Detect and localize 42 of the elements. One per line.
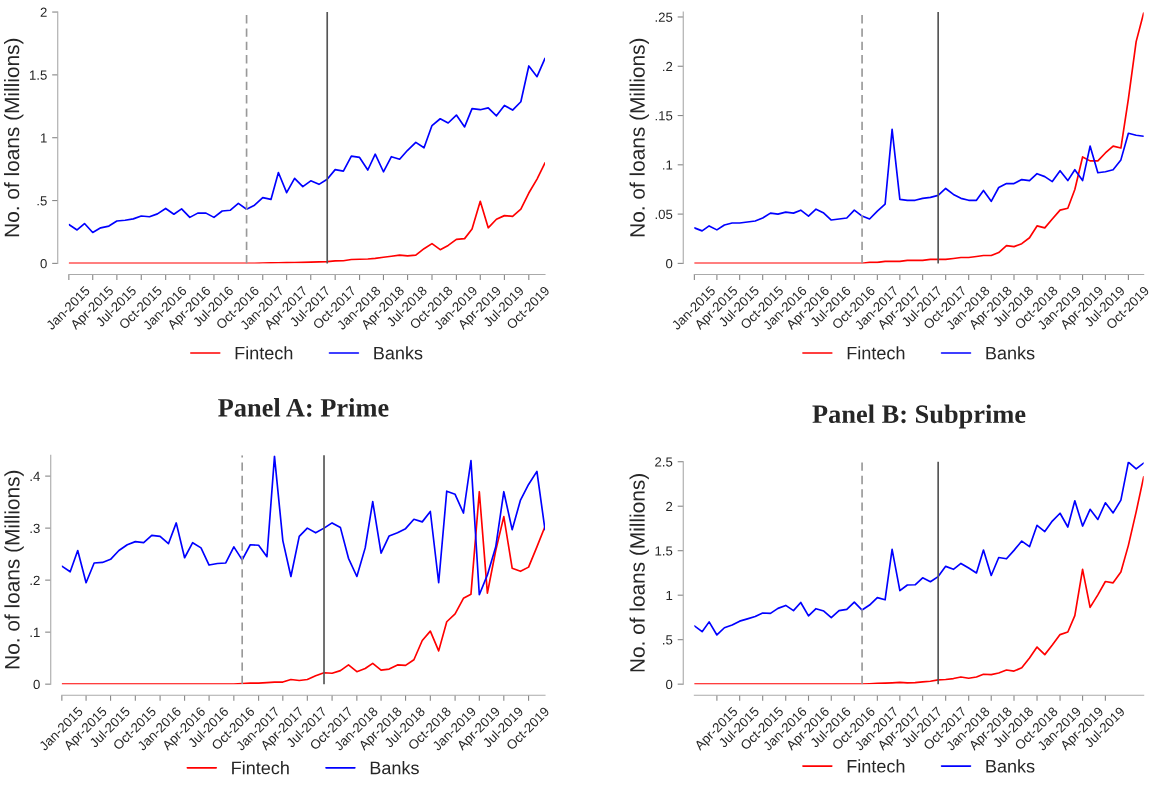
y-tick-label: .15 — [655, 111, 673, 121]
y-tick-label: 0 — [33, 679, 40, 690]
legend-label: Fintech — [847, 346, 905, 360]
legend-label: Fintech — [235, 346, 293, 360]
y-tick-label: 1.5 — [655, 546, 673, 556]
chart-title: Panel A: Prime — [218, 398, 389, 417]
y-tick-label: 1 — [40, 133, 47, 143]
y-tick-label: 0 — [40, 258, 47, 269]
legend-label: Banks — [986, 346, 1035, 360]
y-tick-label: .1 — [663, 160, 673, 170]
y-tick-label: .2 — [30, 575, 40, 585]
y-axis-title: No. of loans (Millions) — [629, 38, 649, 237]
line-series — [61, 490, 545, 685]
y-tick-label: 2.5 — [655, 457, 673, 467]
y-tick-label: .2 — [663, 61, 673, 72]
legend-label: Banks — [370, 761, 419, 775]
line-series — [61, 455, 545, 596]
y-tick-label: .1 — [30, 627, 40, 637]
line-series — [694, 461, 1144, 636]
y-tick-label: .05 — [655, 209, 673, 220]
chart-title: Panel B: Subprime — [812, 404, 1026, 429]
y-tick-label: 0 — [666, 258, 673, 269]
y-tick-label: .25 — [655, 12, 673, 22]
line-series — [694, 128, 1144, 232]
y-tick-label: 2 — [666, 501, 673, 511]
y-axis-title: No. of loans (Millions) — [629, 474, 649, 672]
y-tick-label: .5 — [663, 635, 673, 645]
y-tick-label: .5 — [37, 196, 47, 206]
line-series — [694, 476, 1144, 685]
legend-label: Fintech — [232, 761, 289, 775]
y-axis-title: No. of loans (Millions) — [4, 38, 24, 237]
y-tick-label: .4 — [30, 471, 40, 481]
y-tick-label: 0 — [666, 679, 673, 690]
y-tick-label: 1 — [666, 590, 673, 600]
legend-label: Banks — [374, 346, 423, 360]
y-axis-title: No. of loans (Millions) — [4, 470, 24, 669]
y-tick-label: 2 — [40, 7, 47, 17]
y-tick-label: 1.5 — [29, 70, 47, 80]
legend-label: Banks — [986, 759, 1035, 773]
legend-label: Fintech — [847, 759, 905, 773]
line-series — [68, 57, 545, 234]
y-tick-label: .3 — [30, 523, 40, 534]
